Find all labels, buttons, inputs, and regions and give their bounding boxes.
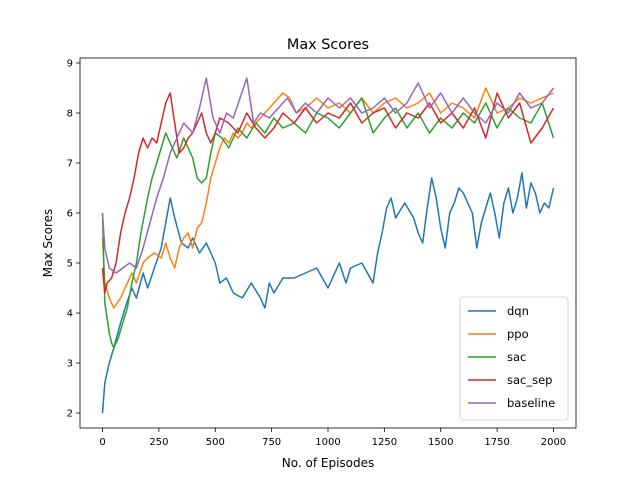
y-tick-label: 9 (67, 59, 73, 70)
x-tick-label: 2000 (541, 437, 566, 448)
y-axis-label: Max Scores (41, 209, 55, 277)
x-tick-label: 500 (206, 437, 225, 448)
x-tick-label: 1500 (428, 437, 453, 448)
legend-label-sac_sep: sac_sep (507, 373, 552, 387)
x-tick-label: 1000 (315, 437, 340, 448)
x-tick-label: 250 (149, 437, 168, 448)
series-line-baseline (101, 77, 555, 274)
y-tick-label: 5 (67, 259, 73, 270)
x-axis-label: No. of Episodes (282, 456, 375, 470)
legend: dqn ppo sac sac_sep baseline (459, 296, 569, 421)
legend-label-dqn: dqn (507, 304, 529, 318)
legend-box (459, 296, 569, 421)
x-tick-label: 750 (262, 437, 281, 448)
x-axis: 0 250 500 750 1000 1250 1500 1750 2000 (99, 428, 566, 448)
y-tick-label: 6 (67, 209, 73, 220)
series-line-dqn (101, 172, 555, 414)
chart-title: Max Scores (287, 37, 369, 53)
y-tick-label: 2 (67, 409, 73, 420)
series-line-ppo (101, 87, 554, 309)
x-tick-label: 0 (99, 437, 105, 448)
series-line-sac (101, 97, 555, 349)
series-line-sac_sep (101, 92, 555, 294)
y-axis: 2 3 4 5 6 7 8 9 (67, 59, 80, 420)
y-tick-label: 8 (67, 109, 73, 120)
legend-label-ppo: ppo (507, 327, 529, 341)
x-tick-label: 1750 (484, 437, 509, 448)
legend-label-sac: sac (507, 350, 526, 364)
y-tick-label: 7 (67, 159, 73, 170)
x-tick-label: 1250 (372, 437, 397, 448)
y-tick-label: 3 (67, 359, 73, 370)
legend-label-baseline: baseline (507, 396, 555, 410)
plot-area (101, 77, 555, 414)
y-tick-label: 4 (67, 309, 73, 320)
